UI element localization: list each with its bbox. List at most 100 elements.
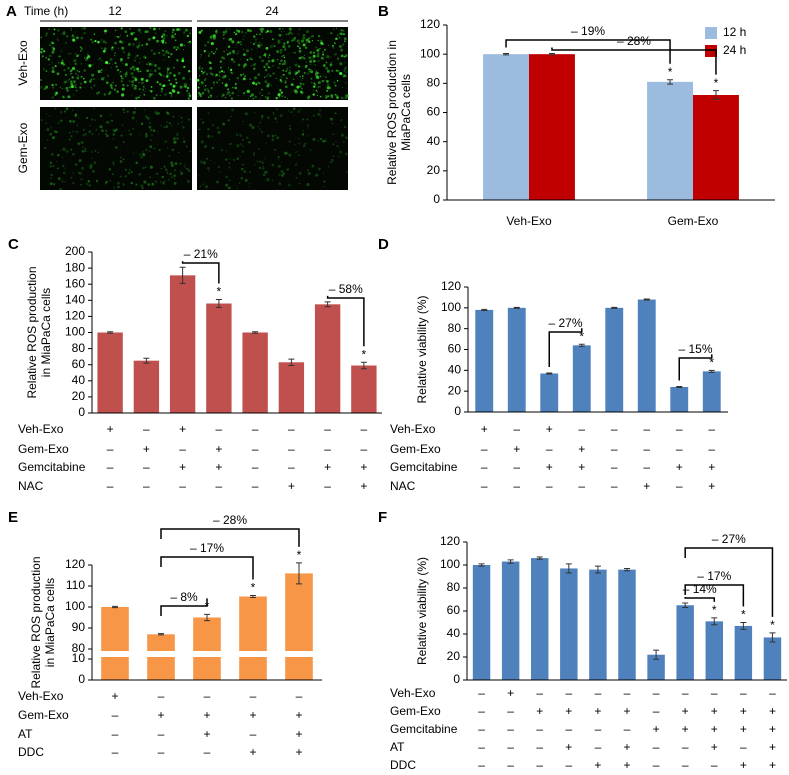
bar — [637, 299, 656, 412]
cell-signal — [257, 81, 260, 84]
cell-signal — [257, 73, 261, 77]
treatment-mark: – — [179, 442, 186, 456]
cell-signal — [332, 81, 337, 85]
panel-label: A — [6, 3, 17, 20]
cell-signal — [298, 42, 301, 45]
cell-signal — [342, 140, 345, 143]
cell-signal — [269, 45, 273, 48]
cell-signal — [76, 76, 80, 80]
cell-signal — [55, 92, 58, 95]
treatment-mark: – — [107, 479, 114, 493]
cell-signal — [48, 28, 50, 30]
treatment-mark: + — [578, 460, 585, 474]
cell-signal — [164, 93, 167, 96]
cell-signal — [322, 53, 325, 56]
cell-signal — [317, 112, 321, 116]
cell-signal — [70, 29, 72, 31]
cell-signal — [319, 95, 322, 98]
cell-signal — [151, 73, 154, 75]
cell-signal — [225, 49, 228, 51]
y-tick-label: 100 — [440, 557, 460, 571]
treatment-mark: – — [536, 686, 543, 700]
cell-signal — [269, 30, 273, 33]
cell-signal — [154, 111, 158, 115]
cell-signal — [59, 187, 62, 191]
cell-signal — [331, 122, 334, 125]
cell-signal — [274, 134, 277, 137]
cell-signal — [332, 28, 335, 31]
cell-signal — [122, 158, 125, 161]
cell-signal — [205, 77, 207, 80]
cell-signal — [207, 55, 210, 57]
cell-signal — [181, 121, 183, 123]
cell-signal — [317, 59, 320, 63]
cell-signal — [71, 109, 74, 111]
cell-signal — [50, 173, 53, 177]
cell-signal — [220, 60, 223, 63]
error-bar — [611, 306, 618, 309]
cell-signal — [271, 138, 275, 142]
cell-signal — [56, 72, 60, 76]
cell-signal — [105, 81, 109, 85]
cell-signal — [197, 96, 199, 98]
treatment-mark: + — [643, 479, 650, 493]
cell-signal — [277, 40, 281, 44]
treatment-name: Veh-Exo — [390, 686, 436, 700]
y-tick-label: 80 — [448, 321, 462, 335]
cell-signal — [67, 66, 70, 70]
treatment-mark: – — [565, 686, 572, 700]
cell-signal — [294, 63, 298, 67]
cell-signal — [164, 141, 166, 143]
cell-signal — [241, 163, 244, 166]
cell-signal — [152, 52, 156, 56]
cell-signal — [276, 136, 280, 140]
cell-signal — [248, 183, 250, 185]
cell-signal — [297, 70, 301, 73]
cell-signal — [239, 73, 243, 77]
cell-signal — [50, 126, 52, 129]
cell-signal — [252, 81, 256, 85]
cell-signal — [307, 169, 310, 172]
cell-signal — [93, 161, 97, 164]
treatment-mark: – — [250, 689, 257, 703]
cell-signal — [199, 160, 204, 164]
cell-signal — [159, 180, 162, 183]
bar — [472, 565, 491, 680]
cell-signal — [172, 84, 176, 88]
cell-signal — [171, 148, 175, 152]
cell-signal — [138, 96, 140, 99]
cell-signal — [228, 162, 231, 165]
cell-signal — [337, 155, 340, 158]
cell-signal — [185, 145, 188, 148]
cell-signal — [236, 187, 238, 190]
cell-signal — [306, 72, 310, 76]
cell-signal — [53, 47, 56, 50]
bar — [676, 605, 694, 680]
cell-signal — [290, 111, 293, 113]
y-tick-label: 40 — [427, 134, 441, 148]
cell-signal — [341, 134, 344, 137]
cell-signal — [218, 75, 221, 77]
cell-signal — [316, 48, 320, 52]
cell-signal — [211, 38, 213, 40]
cell-signal — [232, 51, 236, 55]
cell-signal — [259, 43, 263, 47]
cell-signal — [254, 76, 257, 80]
cell-signal — [81, 150, 85, 153]
significance-mark: * — [668, 65, 673, 79]
cell-signal — [156, 172, 159, 175]
cell-signal — [198, 82, 200, 85]
legend-label: 24 h — [723, 43, 746, 57]
cell-signal — [171, 89, 175, 92]
cell-signal — [313, 82, 315, 85]
cell-signal — [278, 33, 282, 37]
treatment-mark: – — [478, 704, 485, 718]
cell-signal — [183, 140, 186, 143]
y-tick-label: 100 — [65, 325, 85, 339]
cell-signal — [67, 52, 70, 56]
cell-signal — [263, 157, 265, 159]
cell-signal — [285, 82, 287, 84]
cell-signal — [283, 59, 286, 63]
cell-signal — [145, 132, 148, 135]
cell-signal — [167, 178, 170, 181]
